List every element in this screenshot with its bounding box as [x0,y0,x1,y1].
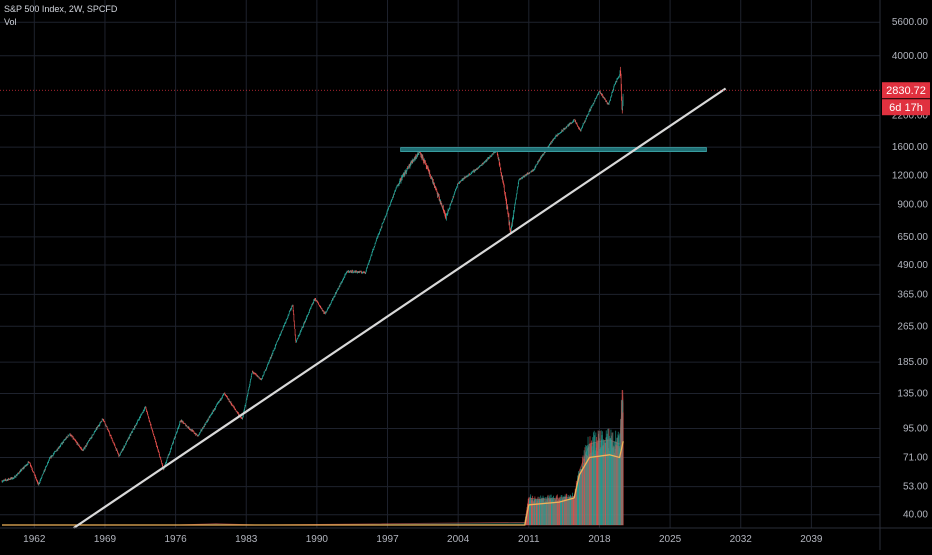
y-tick-label: 365.00 [897,289,928,300]
x-tick-label: 2025 [659,534,682,545]
x-tick-label: 1983 [235,534,258,545]
y-tick-label: 490.00 [897,260,928,271]
countdown-label: 6d 17h [889,102,923,114]
x-tick-label: 1976 [164,534,187,545]
symbol-title[interactable]: S&P 500 Index, 2W, SPCFD [4,4,118,14]
drawings[interactable] [73,87,727,529]
x-tick-label: 1962 [23,534,46,545]
chart-legend[interactable]: S&P 500 Index, 2W, SPCFD Vol [4,3,117,29]
x-tick-label: 2011 [518,534,540,545]
x-tick-label: 1990 [306,534,329,545]
y-tick-label: 650.00 [897,232,928,243]
volume-ma-line [2,441,624,526]
price-badge-label: 2830.72 [886,85,926,97]
y-tick-label: 900.00 [897,199,928,210]
y-tick-label: 95.00 [903,423,928,434]
y-tick-label: 265.00 [897,321,928,332]
y-tick-label: 2200.00 [892,110,929,121]
grid [0,0,880,528]
y-tick-label: 1600.00 [892,142,929,153]
y-tick-label: 4000.00 [892,51,929,62]
y-tick-label: 40.00 [903,510,928,521]
x-tick-label: 1997 [376,534,399,545]
y-tick-label: 53.00 [903,482,928,493]
x-tick-label: 2018 [588,534,611,545]
trendline [73,87,727,529]
y-tick-label: 135.00 [897,388,928,399]
volume-pane [2,389,624,526]
volume-legend[interactable]: Vol [4,17,17,27]
countdown-badge [882,99,930,116]
x-tick-label: 2004 [447,534,470,545]
y-tick-label: 1200.00 [892,171,929,182]
price-badge [882,82,930,99]
y-tick-label: 71.00 [903,453,928,464]
y-tick-label: 185.00 [897,357,928,368]
x-tick-label: 1969 [94,534,117,545]
x-tick-label: 2039 [800,534,823,545]
price-series [1,66,624,486]
price-badges: 2830.72 6d 17h [0,82,930,116]
horizontal-level [400,147,707,153]
x-tick-label: 2032 [730,534,753,545]
y-tick-label: 5600.00 [892,17,929,28]
